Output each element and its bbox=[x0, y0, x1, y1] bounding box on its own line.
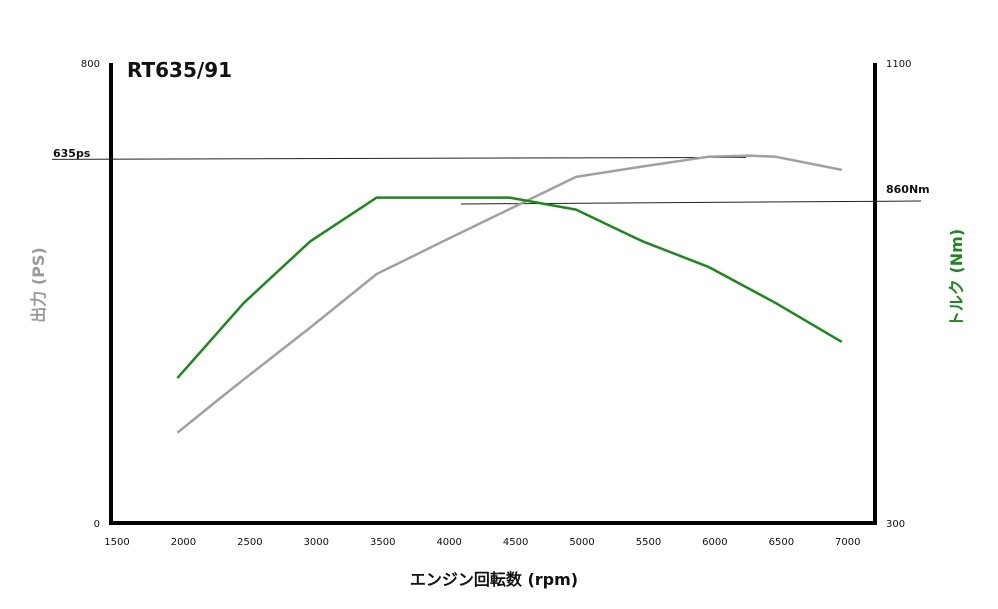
chart-title: RT635/91 bbox=[127, 58, 232, 82]
x-tick-label: 3000 bbox=[304, 537, 329, 548]
x-tick-label: 4000 bbox=[436, 537, 461, 548]
x-tick-label: 1500 bbox=[104, 537, 129, 548]
x-axis-label: エンジン回転数 (rpm) bbox=[410, 570, 578, 589]
reference-line-power-stroke bbox=[51, 156, 747, 160]
x-tick-label: 2500 bbox=[237, 537, 262, 548]
left-axis-max-label: 800 bbox=[81, 59, 100, 70]
series-torque-line bbox=[176, 196, 843, 379]
left-axis-label: 出力 (PS) bbox=[29, 247, 48, 322]
series-power-line bbox=[176, 154, 843, 434]
reference-line-torque-label: 860Nm bbox=[886, 183, 930, 196]
x-tick-label: 5000 bbox=[569, 537, 594, 548]
x-tick-label: 5500 bbox=[636, 537, 661, 548]
x-tick-label: 7000 bbox=[835, 537, 860, 548]
x-tick-label: 4500 bbox=[503, 537, 528, 548]
right-axis-label: トルク (Nm) bbox=[947, 229, 966, 327]
x-tick-label: 6000 bbox=[702, 537, 727, 548]
left-axis-min-label: 0 bbox=[94, 519, 100, 530]
reference-line-power: 635ps bbox=[51, 147, 747, 160]
reference-line-power-label: 635ps bbox=[53, 147, 91, 160]
x-tick-label: 3500 bbox=[370, 537, 395, 548]
right-axis-min-label: 300 bbox=[886, 519, 905, 530]
x-axis-ticks: 1500 2000 2500 3000 3500 4000 4500 5000 5500 6000… bbox=[104, 537, 860, 548]
x-tick-label: 2000 bbox=[171, 537, 196, 548]
right-axis-max-label: 1100 bbox=[886, 59, 911, 70]
x-tick-label: 6500 bbox=[769, 537, 794, 548]
